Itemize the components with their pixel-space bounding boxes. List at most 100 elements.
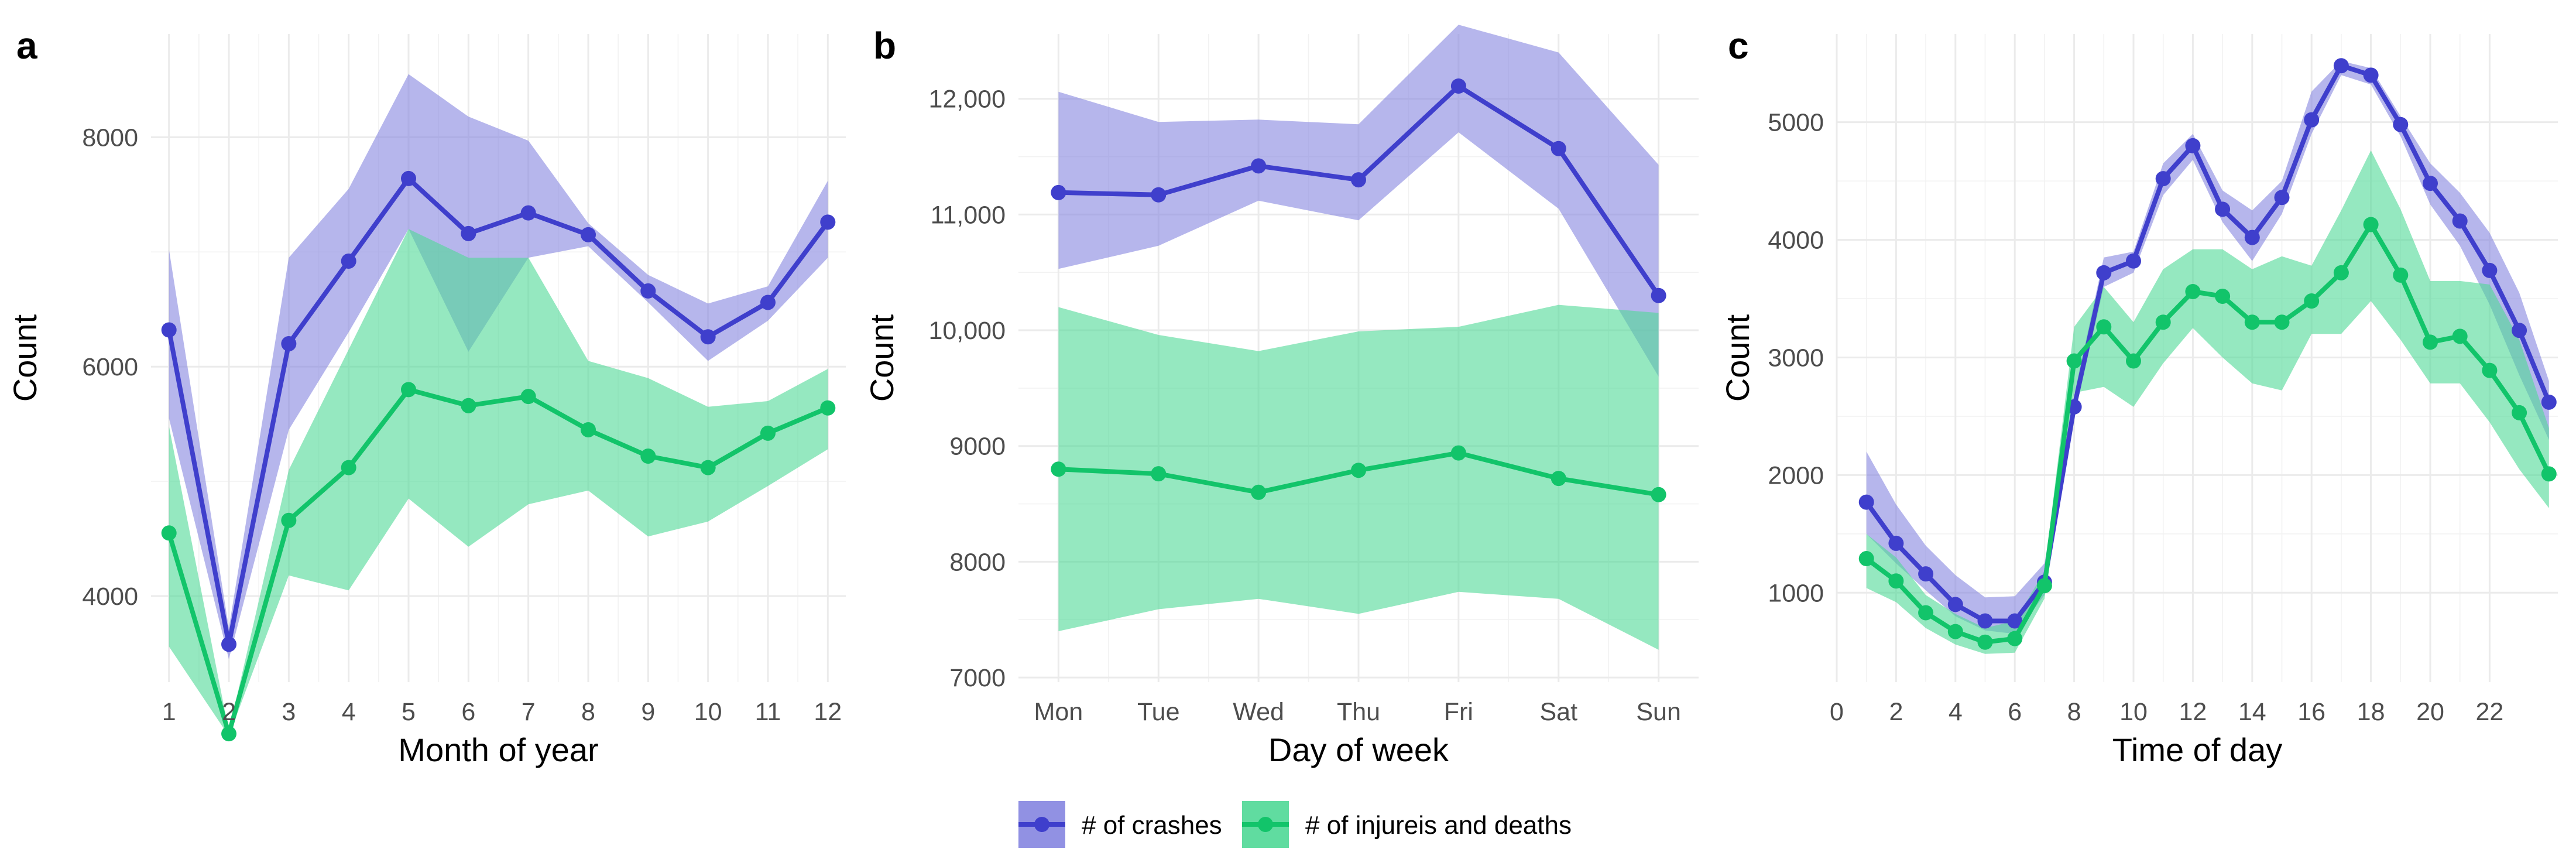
panel-c-injuries-point (2274, 314, 2290, 330)
panel-b-crashes-point (1651, 287, 1666, 303)
panel-a-crashes-point (221, 636, 237, 652)
panel-c-injuries-point (2125, 353, 2141, 369)
panel-b-crashes-point (1551, 141, 1566, 156)
panel-a-crashes-line (166, 176, 830, 647)
panel-a-injuries-point (700, 460, 716, 475)
panel-c-chart: 1000 2000 3000 4000 5000 0 2 4 6 8 10 12 14 16 18 20 22 T… (1719, 34, 2558, 768)
legend-key-point (1258, 817, 1273, 832)
legend-label: # of crashes (1082, 811, 1222, 840)
panel-c-injuries-ribbon (1866, 150, 2549, 654)
panel-a-crashes-point (640, 283, 656, 299)
panel-a-crashes-point (401, 170, 417, 186)
panel-b-y-tick-label: 9000 (949, 433, 1006, 461)
panel-a-x-tick-label: 5 (402, 698, 416, 726)
panel-b-crashes-point (1051, 184, 1066, 200)
panel-a-x-tick-label: 12 (814, 698, 842, 726)
panel-a-x-tick-label: 1 (162, 698, 176, 726)
panel-c-crashes-point (2096, 265, 2112, 280)
panel-c-y-tick-label: 3000 (1768, 344, 1824, 372)
panel-c-letter: c (1728, 25, 1749, 67)
panel-c-x-tick-label: 10 (2119, 698, 2148, 726)
panel-c-injuries-point (2036, 578, 2052, 594)
panel-a-x-tick-label: 4 (342, 698, 356, 726)
panel-b-crashes-point (1450, 78, 1466, 94)
panel-c-crashes-point (2007, 613, 2023, 629)
panel-b-injuries-point (1351, 463, 1366, 478)
panel-a-injuries-point (401, 382, 417, 398)
panel-c-x-tick-label: 22 (2475, 698, 2503, 726)
panel-c-injuries-point (2422, 334, 2438, 350)
panel-c-x-tick-label: 6 (2008, 698, 2022, 726)
panel-b-y-tick-label: 8000 (949, 548, 1006, 576)
panel-c-injuries-point (2541, 466, 2557, 482)
panel-b-chart: 7000 8000 9000 10,000 11,000 12,000 Mon Tue Wed T… (863, 25, 1699, 768)
panel-c-injuries-point (2244, 314, 2260, 330)
panel-c-x-tick-label: 18 (2357, 698, 2385, 726)
panel-a-injuries-point (640, 449, 656, 464)
panel-a-y-axis-title: Count (6, 314, 43, 402)
panel-a-crashes-point (520, 205, 536, 221)
panel-b-crashes-point (1151, 187, 1167, 203)
panel-c-injuries-point (1918, 605, 1934, 621)
panel-c-crashes-point (2452, 213, 2468, 229)
panel-a-x-tick-label: 9 (641, 698, 655, 726)
panel-c-crashes-point (2482, 262, 2498, 278)
panel-b-y-tick-label: 7000 (949, 664, 1006, 692)
panel-c-crashes-point (1918, 566, 1934, 582)
panel-c-crashes-point (2393, 117, 2409, 132)
panel-c-injuries-point (2304, 293, 2320, 309)
panel-c-x-axis-title: Time of day (2112, 731, 2282, 768)
panel-a-injuries-point (161, 525, 177, 541)
panel-c-injuries-point (1977, 634, 1993, 650)
panel-b-y-tick-label: 11,000 (931, 201, 1006, 229)
panel-b-x-tick-label: Fri (1444, 698, 1473, 726)
panel-a-x-tick-label: 10 (694, 698, 722, 726)
panel-a-x-tick-label: 7 (522, 698, 536, 726)
panel-c-injuries-point (2363, 217, 2379, 232)
panel-c-injuries-point (2333, 265, 2349, 280)
panel-b-crashes-ribbon (1058, 25, 1659, 377)
legend-label: # of injureis and deaths (1305, 811, 1572, 840)
panel-a-injuries-point (281, 512, 297, 528)
panel-c-crashes-point (1858, 494, 1874, 510)
panel-c-crashes-point (2363, 67, 2379, 83)
panel-c-y-tick-label: 5000 (1768, 109, 1824, 137)
panel-c-crashes-point (2333, 58, 2349, 74)
panel-b-x-tick-label: Mon (1034, 698, 1083, 726)
panel-a-x-tick-label: 6 (461, 698, 475, 726)
panel-a-injuries-point (520, 389, 536, 405)
legend-item-crashes: # of crashes (1018, 801, 1222, 848)
panel-a-x-tick-label: 2 (222, 698, 236, 726)
panel-c-crashes-point (2541, 394, 2557, 410)
panel-c-injuries-point (2096, 319, 2112, 335)
panel-b-letter: b (873, 25, 896, 67)
panel-c-crashes-point (1947, 597, 1963, 612)
panel-b-y-tick-label: 12,000 (928, 85, 1006, 114)
panel-c-crashes-point (2155, 171, 2171, 187)
panel-a-injuries-line (166, 387, 829, 737)
panel-c-injuries-point (1858, 551, 1874, 567)
panel-c-y-tick-label: 2000 (1768, 461, 1824, 490)
panel-a-y-tick-label: 4000 (82, 583, 138, 611)
panel-a-y-tick-label: 8000 (82, 124, 138, 152)
panel-a-crashes-point (461, 225, 476, 241)
legend-item-injuries: # of injureis and deaths (1242, 801, 1572, 848)
panel-b-y-tick-label: 10,000 (928, 317, 1006, 345)
panel-c-x-tick-label: 12 (2179, 698, 2207, 726)
panel-a-injuries-point (760, 425, 776, 441)
panel-c-y-tick-label: 4000 (1768, 227, 1824, 255)
panel-c-crashes-point (1888, 535, 1904, 551)
panel-c-x-tick-label: 4 (1949, 698, 1963, 726)
panel-c-injuries-point (2215, 289, 2231, 304)
panel-c-crashes-point (2274, 190, 2290, 206)
panel-a-crashes-point (700, 329, 716, 345)
panel-c-injuries-point (2393, 267, 2409, 283)
panel-c-injuries-point (2482, 362, 2498, 378)
panel-b-injuries-point (1251, 484, 1267, 500)
panel-c-crashes-point (2125, 253, 2141, 269)
panel-a-injuries-point (820, 400, 836, 416)
panel-b-y-axis-title: Count (863, 314, 900, 402)
panel-c-x-tick-label: 16 (2297, 698, 2325, 726)
panel-c-injuries-point (2007, 631, 2023, 646)
